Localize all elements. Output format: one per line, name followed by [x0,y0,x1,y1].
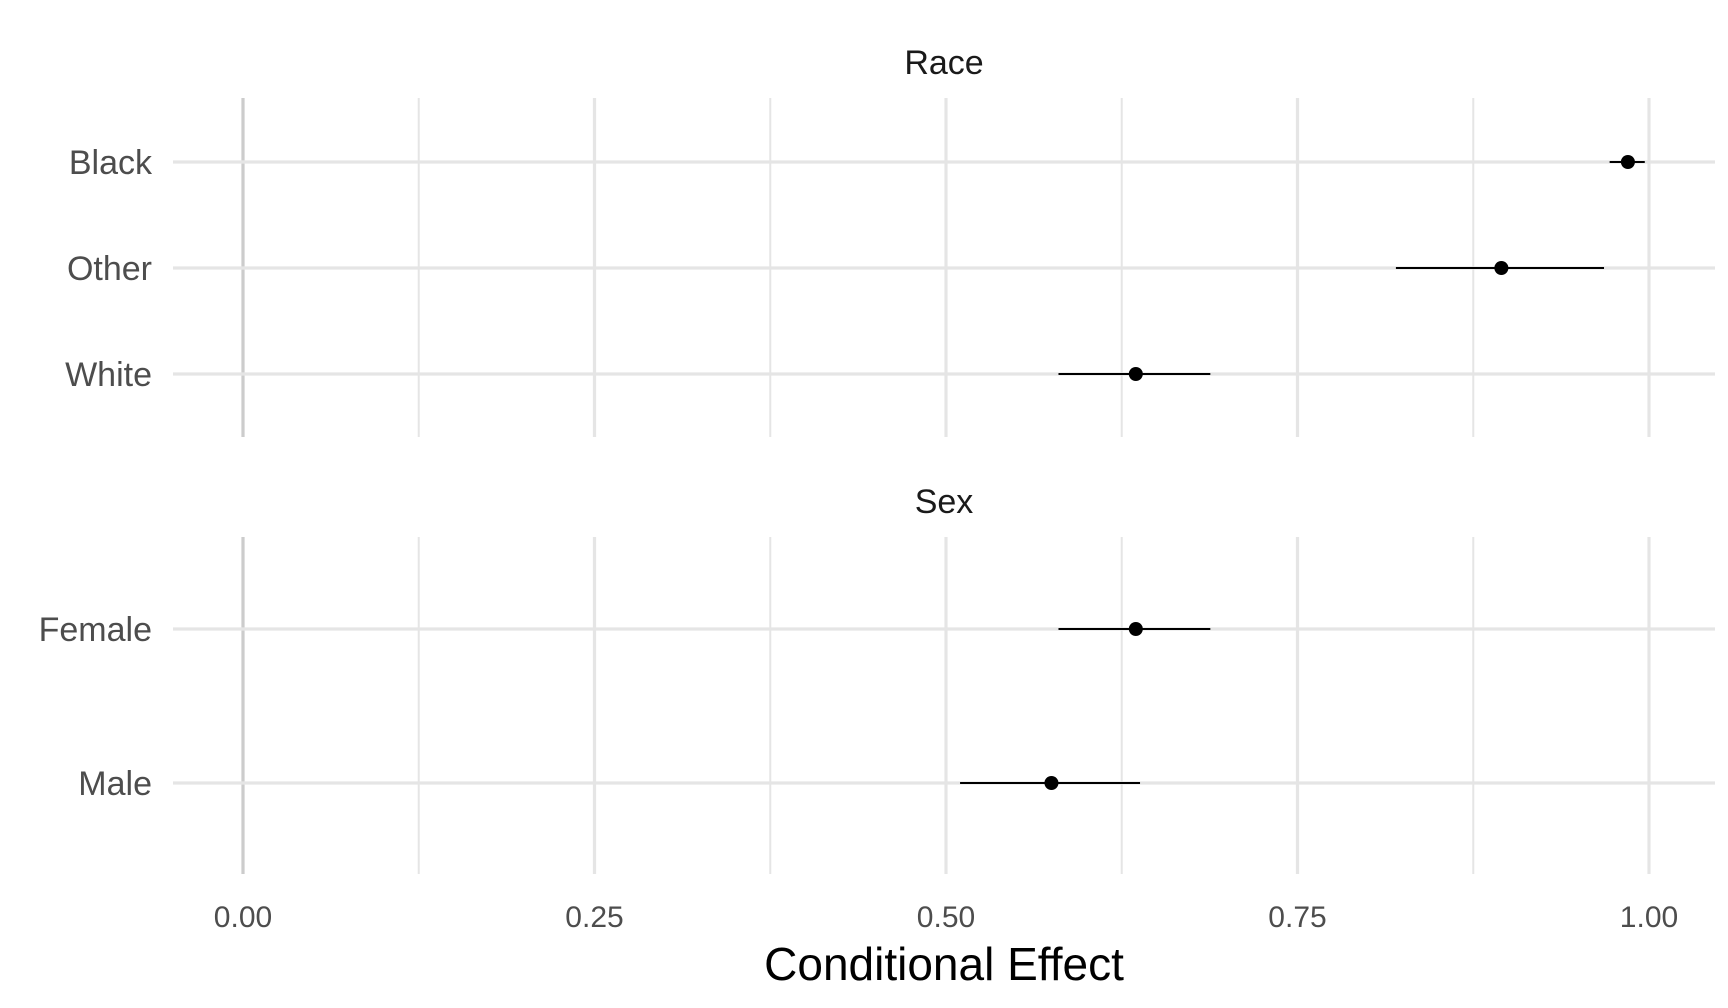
y-tick-label: Female [39,611,152,649]
estimate-point [1128,622,1143,636]
x-axis-label: Conditional Effect [764,938,1124,990]
y-tick-label: Male [78,765,152,803]
estimate-point [1128,367,1143,381]
x-axis: 0.00 0.25 0.50 0.75 1.00 [214,901,1678,934]
x-tick-label: 0.50 [917,901,975,934]
x-tick-label: 0.25 [565,901,623,934]
x-tick-label: 0.75 [1268,901,1326,934]
x-tick-label: 0.00 [214,901,272,934]
x-tick-label: 1.00 [1620,901,1678,934]
y-tick-label: Black [69,144,153,182]
y-tick-label: White [65,356,152,394]
estimate-point [1620,155,1635,169]
estimate-point [1494,261,1509,275]
estimate-point [1044,776,1059,790]
y-tick-label: Other [67,250,152,288]
panel-title: Race [904,44,983,82]
chart-panels: Race Black Other White Sex Female Male [39,44,1715,874]
panel-title: Sex [915,483,974,521]
panel-race: Race Black Other White [65,44,1715,437]
panel-sex: Sex Female Male [39,483,1715,874]
